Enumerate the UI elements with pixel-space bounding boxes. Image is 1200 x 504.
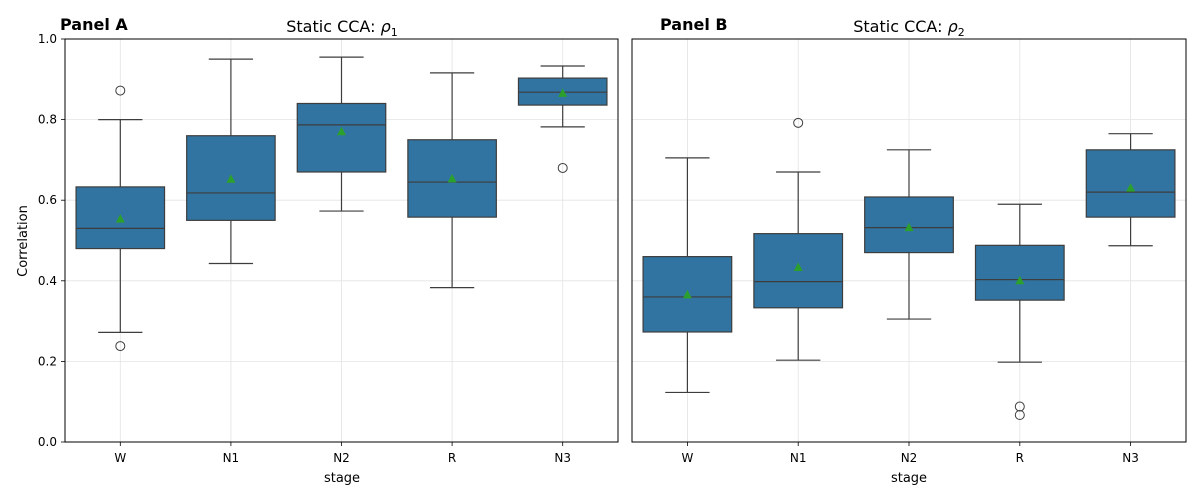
panel-b-box-N1 <box>753 117 844 361</box>
panel-b-box-W <box>642 157 733 394</box>
panel-b-box-N2 <box>864 149 954 320</box>
panel-a-ytick-label: 0.6 <box>38 193 57 207</box>
panel-b-xtick-label: R <box>1016 451 1024 465</box>
panel-b-xtick-label: W <box>681 451 693 465</box>
panel-a-xtick-label: N3 <box>554 451 571 465</box>
panel-a-xlabel: stage <box>324 471 360 486</box>
panel-b-title: Static CCA: ρ2 <box>853 17 964 39</box>
panel-a-ylabel: Correlation <box>16 205 31 277</box>
mean-marker <box>1126 183 1136 192</box>
mean-marker <box>115 214 125 223</box>
panel-a-ytick-label: 0.8 <box>38 113 57 127</box>
panel-b-xtick-label: N2 <box>901 451 918 465</box>
panel-a-ytick-label: 0.0 <box>38 435 57 449</box>
outlier-point <box>1014 401 1025 412</box>
mean-marker <box>226 174 236 183</box>
mean-marker <box>447 173 457 183</box>
panel-a-ytick-label: 0.4 <box>38 274 57 288</box>
panel-a-xtick-label: R <box>448 451 456 465</box>
panel-a-box-N1 <box>186 58 276 265</box>
panel-b-xlabel: stage <box>891 471 927 486</box>
iqr-box <box>974 244 1065 301</box>
mean-marker <box>682 289 692 299</box>
iqr-box <box>517 77 608 106</box>
panel-a-box-N3 <box>517 65 608 173</box>
outlier-point <box>793 117 804 128</box>
panel-b-box-N3 <box>1085 133 1176 247</box>
panel-b: Panel B Static CCA: ρ2 stage W N1 N2 R N3 <box>631 15 1187 486</box>
outlier-point <box>115 85 126 96</box>
panel-a-ytick-label: 0.2 <box>38 354 57 368</box>
panel-a-box-W <box>75 85 166 352</box>
panel-a-axes-frame <box>64 38 619 443</box>
panel-a: Panel A Static CCA: ρ1 Correlation stage… <box>16 15 619 486</box>
panel-a-plot-area: 0.0 0.2 0.4 0.6 0.8 1.0 W N1 N2 R N3 <box>38 32 619 465</box>
panel-b-axes-frame <box>631 38 1187 443</box>
outlier-point <box>1014 409 1025 420</box>
panel-b-label: Panel B <box>660 15 728 34</box>
outlier-point <box>115 341 126 352</box>
panel-a-xtick-label: N1 <box>223 451 240 465</box>
mean-marker <box>558 88 568 97</box>
iqr-box <box>296 102 387 173</box>
outlier-point <box>557 162 568 173</box>
panel-a-ytick-label: 1.0 <box>38 32 57 46</box>
panel-a-xtick-label: N2 <box>333 451 350 465</box>
mean-marker <box>1015 275 1025 285</box>
panel-a-box-N2 <box>296 56 387 212</box>
panel-b-xtick-label: N3 <box>1122 451 1139 465</box>
panel-a-box-R <box>407 72 497 289</box>
panel-b-box-R <box>974 203 1065 420</box>
panel-b-plot-area: W N1 N2 R N3 <box>631 38 1187 465</box>
panel-a-label: Panel A <box>60 15 128 34</box>
panel-b-xtick-label: N1 <box>790 451 807 465</box>
mean-marker <box>793 262 803 272</box>
mean-marker <box>904 222 914 232</box>
panel-a-xtick-label: W <box>114 451 126 465</box>
mean-marker <box>337 126 346 136</box>
panel-a-title: Static CCA: ρ1 <box>286 17 397 39</box>
